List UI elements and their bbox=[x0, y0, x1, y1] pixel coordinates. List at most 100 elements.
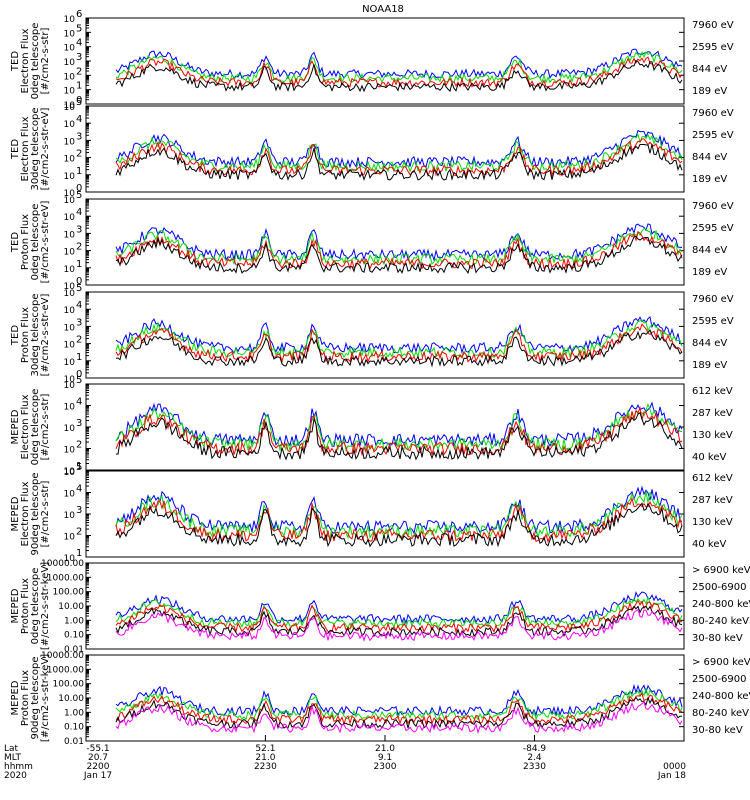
panel-7: 0.010.101.0010.00100.001000.0010000.00ME… bbox=[10, 559, 750, 655]
legend-entry: 80-240 keV bbox=[692, 708, 749, 719]
y-axis-label-line: TED bbox=[10, 51, 21, 72]
figure-title: NOAA18 bbox=[362, 4, 404, 15]
flux-trace bbox=[115, 491, 683, 540]
y-tick-exponent: 5 bbox=[76, 23, 82, 34]
flux-trace bbox=[115, 56, 683, 88]
legend-entry: 40 keV bbox=[692, 539, 726, 550]
y-tick-exponent: 5 bbox=[76, 283, 82, 294]
y-tick-label: 10 bbox=[64, 511, 76, 521]
y-tick-exponent: 6 bbox=[76, 9, 82, 20]
flux-trace bbox=[115, 319, 683, 359]
y-axis-label-line: [#/cm2-s-str] bbox=[40, 480, 51, 547]
flux-trace bbox=[115, 50, 683, 84]
y-tick-label: 10 bbox=[64, 265, 76, 275]
flux-trace bbox=[115, 59, 683, 93]
legend-entry: 130 keV bbox=[692, 517, 733, 528]
y-tick-label: 10 bbox=[64, 468, 76, 478]
flux-trace bbox=[115, 412, 683, 461]
y-tick-label: 10 bbox=[64, 103, 76, 113]
y-axis-label-line: TED bbox=[10, 325, 21, 346]
y-tick-exponent: 3 bbox=[76, 131, 82, 142]
flux-trace bbox=[115, 228, 683, 266]
flux-trace bbox=[115, 402, 682, 452]
x-row-label: 2020 bbox=[4, 771, 27, 781]
x-tick-label: 2230 bbox=[254, 762, 277, 772]
y-tick-exponent: 1 bbox=[76, 81, 82, 92]
y-tick-exponent: 3 bbox=[76, 224, 82, 235]
y-tick-exponent: 1 bbox=[76, 461, 82, 472]
y-tick-label: 10 bbox=[64, 424, 76, 434]
y-tick-label: 10 bbox=[64, 196, 76, 206]
y-tick-label: 10 bbox=[64, 403, 76, 413]
flux-trace bbox=[115, 133, 683, 173]
y-tick-label: 10 bbox=[64, 155, 76, 165]
legend-entry: 7960 eV bbox=[692, 294, 734, 305]
y-axis-label-line: Proton Flux bbox=[20, 214, 31, 270]
y-axis-label: TEDElectron Flux30deg telescope[#/cm2-s-… bbox=[10, 107, 51, 190]
y-tick-exponent: 4 bbox=[76, 207, 82, 218]
y-tick-label: 10 bbox=[64, 289, 76, 299]
legend-entry: > 6900 keV bbox=[692, 657, 750, 668]
y-tick-label: 10 bbox=[64, 467, 76, 477]
y-tick-exponent: 1 bbox=[76, 259, 82, 270]
legend-entry: 287 keV bbox=[692, 495, 733, 506]
y-axis-label-line: 30deg telescope bbox=[30, 293, 41, 376]
y-tick-exponent: 5 bbox=[76, 375, 82, 386]
y-tick-exponent: 2 bbox=[76, 440, 82, 451]
legend-entry: 7960 eV bbox=[692, 201, 734, 212]
y-tick-label: 1000.00 bbox=[47, 665, 84, 675]
y-tick-label: 0.10 bbox=[64, 723, 84, 733]
y-axis-label-line: 90deg telescope bbox=[30, 472, 41, 555]
y-tick-exponent: 0 bbox=[76, 95, 82, 106]
y-tick-label: 10 bbox=[64, 230, 76, 240]
y-tick-label: 10 bbox=[64, 282, 76, 292]
y-tick-exponent: 2 bbox=[76, 242, 82, 253]
flux-trace bbox=[115, 683, 683, 717]
y-tick-exponent: 1 bbox=[76, 352, 82, 363]
y-tick-exponent: 3 bbox=[76, 52, 82, 63]
y-tick-label: 10 bbox=[64, 533, 76, 543]
flux-trace bbox=[115, 138, 683, 178]
y-tick-exponent: 4 bbox=[76, 484, 82, 495]
x-tick-label: 9.1 bbox=[378, 753, 392, 763]
flux-trace bbox=[115, 687, 683, 721]
y-tick-label: 0.10 bbox=[64, 631, 84, 641]
legend-entry: 612 keV bbox=[692, 473, 733, 484]
x-tick-label: 2200 bbox=[87, 762, 110, 772]
y-axis-label-line: [#/cm2-s-str] bbox=[40, 393, 51, 460]
flux-trace bbox=[115, 692, 683, 726]
flux-trace bbox=[115, 143, 683, 182]
y-tick-label: 10 bbox=[64, 58, 76, 68]
x-row-label: MLT bbox=[4, 753, 22, 763]
y-tick-label: 10.00 bbox=[58, 694, 84, 704]
legend-entry: 240-800 keV bbox=[692, 691, 750, 702]
y-axis-label-line: [#/cm2-s-str-keV] bbox=[40, 654, 51, 742]
legend-entry: 287 keV bbox=[692, 408, 733, 419]
legend-entry: 189 eV bbox=[692, 174, 727, 185]
flux-trace bbox=[115, 316, 683, 355]
legend-entry: 844 eV bbox=[692, 245, 727, 256]
y-tick-exponent: 4 bbox=[76, 38, 82, 49]
y-axis-label: MEPEDElectron Flux90deg telescope[#/cm2-… bbox=[10, 472, 51, 555]
panel-frame bbox=[85, 17, 685, 105]
y-tick-label: 10 bbox=[64, 381, 76, 391]
y-tick-label: 10 bbox=[64, 306, 76, 316]
x-tick-label: 2330 bbox=[523, 762, 546, 772]
y-tick-exponent: 5 bbox=[76, 462, 82, 473]
y-tick-label: 10 bbox=[64, 101, 76, 111]
y-tick-label: 0.01 bbox=[64, 645, 84, 655]
y-axis-label-line: 0deg telescope bbox=[30, 23, 41, 100]
flux-trace bbox=[115, 502, 683, 548]
y-axis-label-line: [#/cm2-s-str] bbox=[40, 27, 51, 94]
panel-frame bbox=[85, 105, 685, 193]
y-tick-exponent: 1 bbox=[76, 166, 82, 177]
y-axis-label-line: Electron Flux bbox=[20, 116, 31, 181]
y-tick-label: 10 bbox=[64, 446, 76, 456]
y-tick-label: 10 bbox=[64, 15, 76, 25]
y-tick-exponent: 2 bbox=[76, 335, 82, 346]
flux-trace bbox=[115, 48, 683, 80]
flux-trace bbox=[115, 596, 683, 629]
